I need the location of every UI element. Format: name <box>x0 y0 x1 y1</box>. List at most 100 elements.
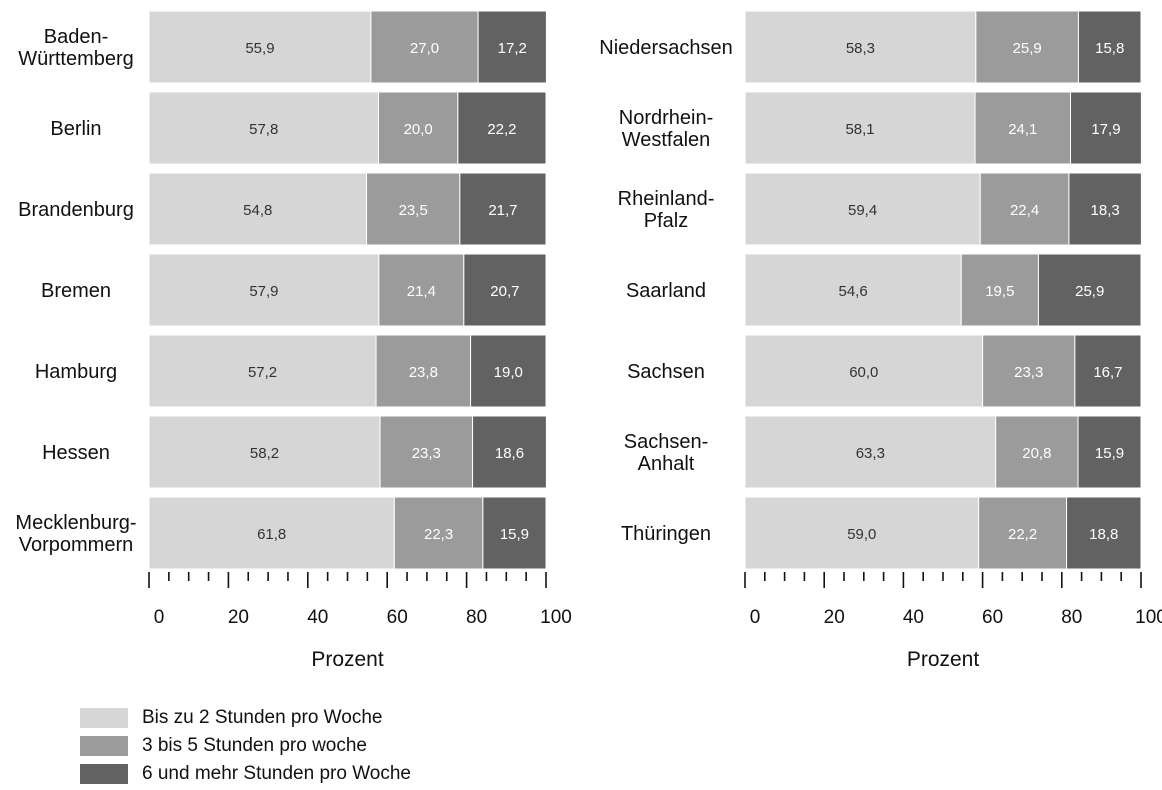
bar-segment <box>960 253 1039 327</box>
category-label: Baden- <box>44 26 109 48</box>
x-tick-label: 60 <box>387 607 408 628</box>
data-label: 57,9 <box>249 283 278 300</box>
category-label: Brandenburg <box>18 199 134 221</box>
bar-segment <box>148 253 380 327</box>
legend-swatch-high <box>80 764 128 784</box>
category-label: Berlin <box>50 118 101 140</box>
category-label: Mecklenburg- <box>15 512 136 534</box>
data-label: 22,2 <box>1008 526 1037 543</box>
bar-segment <box>477 10 547 84</box>
data-label: 54,6 <box>839 283 868 300</box>
x-tick-label: 40 <box>903 607 924 628</box>
x-tick-label: 20 <box>228 607 249 628</box>
category-label: Westfalen <box>622 129 711 151</box>
legend-item-high: 6 und mehr Stunden pro Woche <box>80 760 411 788</box>
data-label: 16,7 <box>1093 364 1122 381</box>
bar-segment <box>975 10 1079 84</box>
bar-segment <box>744 172 981 246</box>
data-label: 17,9 <box>1091 121 1120 138</box>
category-label: Bremen <box>41 280 111 302</box>
x-tick-label: 80 <box>466 607 487 628</box>
bar-segment <box>982 334 1076 408</box>
data-label: 63,3 <box>856 445 885 462</box>
bar-segment <box>375 334 472 408</box>
data-label: 20,0 <box>404 121 433 138</box>
data-label: 27,0 <box>410 40 439 57</box>
bar-segment <box>995 415 1079 489</box>
x-tick-label: 0 <box>750 607 761 628</box>
data-label: 19,5 <box>985 283 1014 300</box>
bar-segment <box>1074 334 1142 408</box>
category-label: Niedersachsen <box>599 37 732 59</box>
bar-segment <box>463 253 547 327</box>
category-label: Anhalt <box>638 453 695 475</box>
x-tick-label: 80 <box>1061 607 1082 628</box>
data-label: 18,8 <box>1089 526 1118 543</box>
data-label: 55,9 <box>245 40 274 57</box>
data-label: 21,7 <box>488 202 517 219</box>
bar-segment <box>979 172 1070 246</box>
bar-segment <box>744 496 980 570</box>
bar-segment <box>148 334 377 408</box>
bar-segment <box>377 91 459 165</box>
bar-segment <box>482 496 547 570</box>
bar-segment <box>744 91 976 165</box>
data-label: 59,4 <box>848 202 877 219</box>
bar-segment <box>744 334 984 408</box>
data-label: 61,8 <box>257 526 286 543</box>
x-tick-label: 60 <box>982 607 1003 628</box>
bar-segment <box>148 10 372 84</box>
stacked-bar-charts: Baden-Württemberg 55,9 27,0 17,2 Berlin 57,8 2… <box>15 10 1162 671</box>
category-label: Pfalz <box>644 210 688 232</box>
data-label: 57,2 <box>248 364 277 381</box>
bar-segment <box>1070 91 1142 165</box>
bar-segment <box>393 496 484 570</box>
bar-segment <box>470 334 547 408</box>
category-label: Hessen <box>42 442 110 464</box>
data-label: 22,4 <box>1010 202 1039 219</box>
bar-segment <box>148 415 381 489</box>
data-label: 21,4 <box>407 283 436 300</box>
data-label: 23,5 <box>399 202 428 219</box>
legend-label-low: Bis zu 2 Stunden pro Woche <box>142 707 383 728</box>
bar-segment <box>744 253 962 327</box>
legend-swatch-low <box>80 708 128 728</box>
data-label: 18,3 <box>1091 202 1120 219</box>
data-label: 15,8 <box>1095 40 1124 57</box>
data-label: 54,8 <box>243 202 272 219</box>
bar-segment <box>1066 496 1142 570</box>
data-label: 59,0 <box>847 526 876 543</box>
data-label: 15,9 <box>500 526 529 543</box>
category-label: Hamburg <box>35 361 117 383</box>
data-label: 57,8 <box>249 121 278 138</box>
bar-segment <box>744 415 997 489</box>
bar-segment <box>978 496 1068 570</box>
data-label: 58,3 <box>846 40 875 57</box>
chart-panel-1: Baden-Württemberg 55,9 27,0 17,2 Berlin 57,8 2… <box>15 10 572 671</box>
bar-segment <box>457 91 547 165</box>
legend: Bis zu 2 Stunden pro Woche 3 bis 5 Stund… <box>80 704 411 788</box>
x-tick-label: 20 <box>824 607 845 628</box>
bar-segment <box>366 172 461 246</box>
category-label: Vorpommern <box>19 534 134 556</box>
data-label: 23,8 <box>409 364 438 381</box>
bar-segment <box>744 10 977 84</box>
data-label: 17,2 <box>498 40 527 57</box>
legend-swatch-mid <box>80 736 128 756</box>
bar-segment <box>148 172 368 246</box>
legend-label-mid: 3 bis 5 Stunden pro woche <box>142 735 367 756</box>
data-label: 23,3 <box>412 445 441 462</box>
category-label: Thüringen <box>621 523 711 545</box>
category-label: Sachsen- <box>624 431 709 453</box>
bar-segment <box>1077 415 1142 489</box>
category-label: Saarland <box>626 280 706 302</box>
legend-item-mid: 3 bis 5 Stunden pro woche <box>80 732 411 760</box>
data-label: 20,7 <box>490 283 519 300</box>
data-label: 25,9 <box>1013 40 1042 57</box>
data-label: 58,1 <box>845 121 874 138</box>
data-label: 22,3 <box>424 526 453 543</box>
x-axis-label: Prozent <box>311 648 384 671</box>
x-tick-label: 0 <box>154 607 165 628</box>
bar-segment <box>1077 10 1142 84</box>
data-label: 19,0 <box>494 364 523 381</box>
